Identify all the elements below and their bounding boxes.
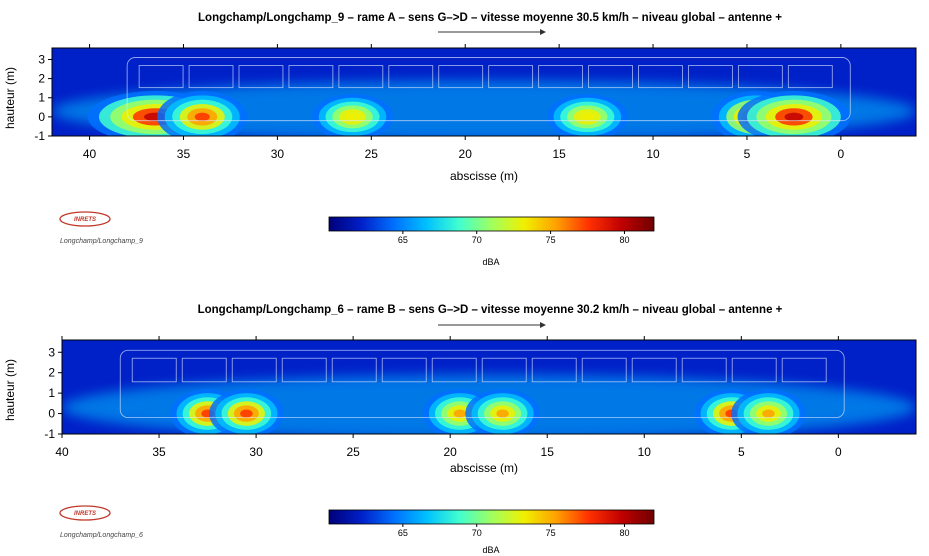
- x-tick-label: 10: [646, 147, 660, 161]
- panel-1-title: Longchamp/Longchamp_9 – rame A – sens G–…: [198, 12, 782, 24]
- y-tick-label: 2: [38, 72, 45, 86]
- panel-2-logo: INRETS Longchamp/Longchamp_6: [59, 505, 143, 539]
- y-tick-label: 3: [48, 345, 55, 359]
- inrets-logo-icon: [59, 211, 111, 227]
- heatmap-hotspot: [580, 113, 595, 121]
- x-tick-label: 5: [738, 445, 745, 459]
- y-tick-label: 1: [48, 386, 55, 400]
- heatmap-hotspot: [496, 409, 509, 418]
- panel-2-plot: [62, 340, 916, 434]
- x-tick-label: 30: [249, 445, 263, 459]
- panel-1-xlabel: abscisse (m): [450, 169, 518, 183]
- y-tick-label: -1: [44, 427, 55, 441]
- x-tick-label: 30: [271, 147, 285, 161]
- train-outline: [126, 57, 851, 122]
- heatmap-hotspot: [194, 112, 210, 122]
- panel-2-colorbar-label: dBA: [482, 545, 499, 555]
- colorbar-tick-label: 75: [546, 528, 556, 538]
- colorbar-tick-label: 75: [546, 235, 556, 245]
- x-tick-label: 0: [835, 445, 842, 459]
- x-tick-label: 10: [638, 445, 652, 459]
- x-tick-label: 35: [152, 445, 166, 459]
- panel-1-ylabel: hauteur (m): [3, 67, 17, 129]
- x-tick-label: 15: [552, 147, 566, 161]
- panel-2-ylabel: hauteur (m): [3, 359, 17, 421]
- x-tick-label: 5: [744, 147, 751, 161]
- x-tick-label: 0: [838, 147, 845, 161]
- plot-frame: [61, 339, 917, 435]
- y-tick-label: 3: [38, 52, 45, 66]
- colorbar-tick-label: 65: [398, 528, 408, 538]
- panel-2: Longchamp/Longchamp_6 – rame B – sens G–…: [3, 304, 917, 555]
- colorbar-bar: [328, 509, 655, 525]
- heatmap-hotspot: [345, 113, 360, 121]
- panel-1-axes: 40 35 30 25 20 15 10 5 0 -1 0 1 2 3: [34, 44, 917, 161]
- heatmap-hotspot: [240, 409, 253, 418]
- inrets-logo-icon: [59, 505, 111, 521]
- panel-1-colorbar: 65 70 75 80: [328, 216, 655, 245]
- train-outline: [119, 349, 845, 419]
- panel-2-colorbar: 65 70 75 80: [328, 509, 655, 538]
- x-tick-label: 25: [346, 445, 360, 459]
- panel-2-xlabel: abscisse (m): [450, 461, 518, 475]
- panel-2-axes: 40 35 30 25 20 15 10 5 0 -1 0 1 2 3: [44, 336, 917, 459]
- y-tick-label: 0: [48, 407, 55, 421]
- logo-text: INRETS: [74, 217, 96, 223]
- x-tick-label: 40: [55, 445, 69, 459]
- y-tick-label: 1: [38, 91, 45, 105]
- plot-frame: [51, 47, 917, 137]
- heatmap-band: [52, 80, 916, 136]
- x-tick-label: 35: [177, 147, 191, 161]
- panel-2-source-label: Longchamp/Longchamp_6: [60, 532, 143, 539]
- colorbar-tick-label: 65: [398, 235, 408, 245]
- y-tick-label: -1: [34, 129, 45, 143]
- colorbar-tick-label: 70: [472, 235, 482, 245]
- y-tick-label: 0: [38, 110, 45, 124]
- panel-1-logo: INRETS Longchamp/Longchamp_9: [59, 211, 143, 245]
- panel-1-source-label: Longchamp/Longchamp_9: [60, 238, 143, 245]
- colorbar-tick-label: 80: [619, 235, 629, 245]
- heatmap-hotspot: [453, 409, 467, 418]
- panel-1-direction-arrow: [438, 29, 546, 35]
- heatmap-hotspot: [784, 112, 804, 122]
- panel-1-colorbar-label: dBA: [482, 257, 499, 267]
- x-tick-label: 15: [541, 445, 555, 459]
- x-tick-label: 40: [83, 147, 97, 161]
- logo-text: INRETS: [74, 511, 96, 517]
- colorbar-tick-label: 70: [472, 528, 482, 538]
- colorbar-tick-label: 80: [619, 528, 629, 538]
- x-tick-label: 20: [459, 147, 473, 161]
- x-tick-label: 25: [365, 147, 379, 161]
- x-tick-label: 20: [444, 445, 458, 459]
- panel-2-title: Longchamp/Longchamp_6 – rame B – sens G–…: [198, 304, 783, 316]
- y-tick-label: 2: [48, 366, 55, 380]
- panel-1: Longchamp/Longchamp_9 – rame A – sens G–…: [3, 12, 917, 267]
- panel-1-plot: [52, 48, 916, 136]
- panel-2-direction-arrow: [438, 322, 546, 328]
- colorbar-bar: [328, 216, 655, 232]
- heatmap-hotspot: [762, 409, 775, 418]
